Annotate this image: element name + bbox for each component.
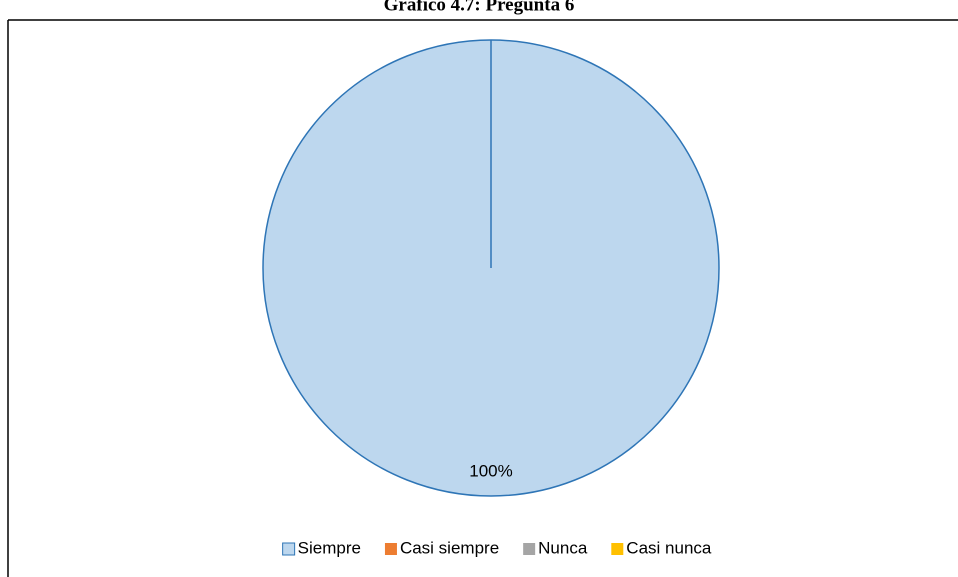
chart-title: Gráfico 4.7: Pregunta 6	[384, 0, 575, 15]
legend-swatch	[282, 542, 296, 556]
legend-label: Siempre	[298, 538, 361, 557]
legend-label: Casi nunca	[626, 538, 712, 557]
legend-swatch	[384, 543, 397, 555]
legend-label: Nunca	[538, 538, 588, 557]
legend-label: Casi siempre	[400, 538, 499, 557]
legend-swatch	[523, 543, 536, 555]
legend-swatch	[611, 543, 624, 555]
data-label: 100%	[469, 462, 512, 481]
